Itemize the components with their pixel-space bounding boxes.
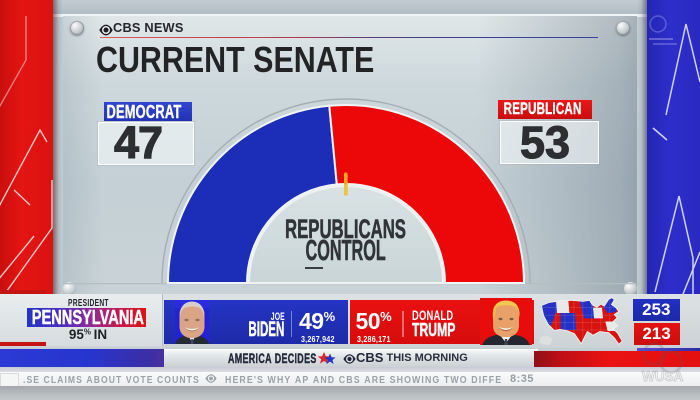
- svg-text:WUSA: WUSA: [642, 369, 683, 384]
